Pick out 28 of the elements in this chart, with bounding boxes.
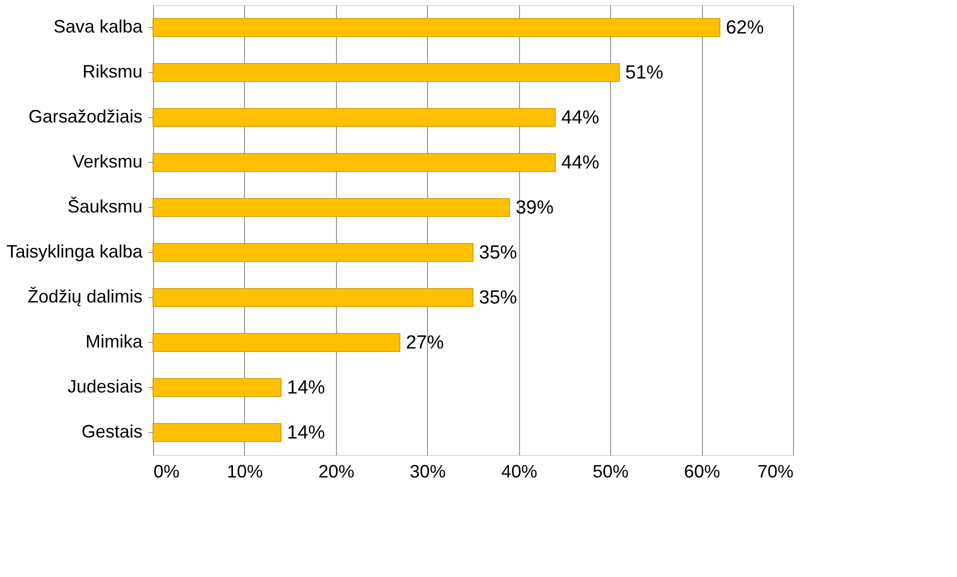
data-label: 62% <box>726 18 764 38</box>
y-tick-label: Sava kalba <box>53 16 144 36</box>
data-label: 51% <box>625 62 664 84</box>
y-tick-label: Šauksmu <box>67 196 142 216</box>
y-tick-label: Judesiais <box>67 376 142 396</box>
data-label: 14% <box>287 422 326 444</box>
x-tick-label: 60% <box>684 462 720 482</box>
y-tick-label: Taisyklinga kalba <box>6 242 144 262</box>
data-label: 44% <box>561 152 600 174</box>
y-tick-label: Riksmu <box>82 62 142 82</box>
x-tick-label: 20% <box>318 462 354 482</box>
data-label: 39% <box>516 198 554 218</box>
y-tick-label: Žodžių dalimis <box>27 286 142 306</box>
data-label: 35% <box>479 242 518 264</box>
x-tick-label: 70% <box>757 462 794 482</box>
x-tick-label: 40% <box>501 462 538 482</box>
x-tick-label: 50% <box>592 462 629 482</box>
data-label: 14% <box>287 378 326 398</box>
x-tick-label: 10% <box>226 462 263 482</box>
y-tick-label: Gestais <box>81 422 142 442</box>
x-tick-label: 0% <box>154 462 180 482</box>
data-label: 27% <box>406 332 444 354</box>
y-tick-label: Mimika <box>86 332 144 352</box>
data-label: 44% <box>561 108 600 128</box>
y-tick-label: Garsažodžiais <box>28 106 142 126</box>
data-label: 35% <box>479 288 518 308</box>
x-tick-label: 30% <box>410 462 446 482</box>
y-tick-label: Verksmu <box>72 152 142 172</box>
